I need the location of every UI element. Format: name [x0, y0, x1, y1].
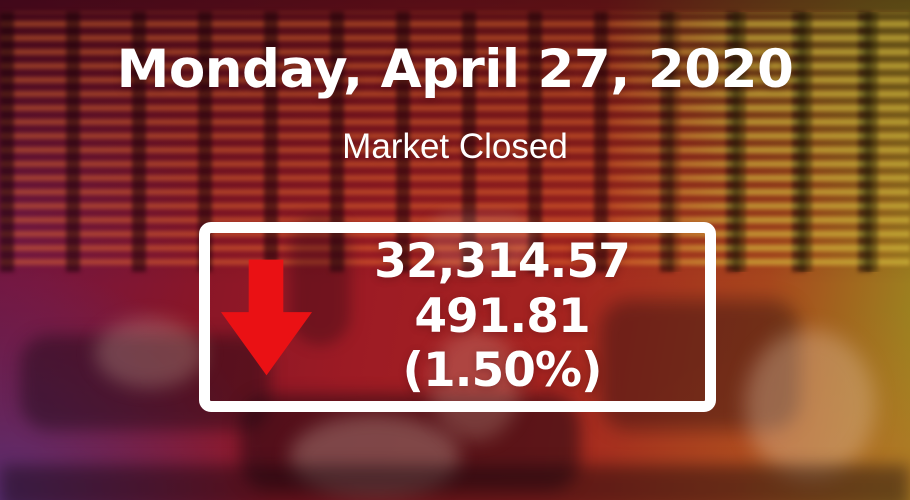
index-value: 32,314.57: [374, 234, 631, 290]
market-status-label: Market Closed: [342, 127, 568, 166]
monitor-shape: [425, 212, 535, 270]
floor-shadow-shape: [0, 465, 910, 500]
person-shape-right: [745, 330, 875, 480]
people-shape-center: [290, 415, 460, 500]
quote-box: 32,314.57 491.81 (1.50%): [199, 222, 716, 412]
index-change: 491.81 (1.50%): [402, 288, 602, 399]
people-shape-left: [95, 318, 205, 388]
down-arrow-icon: [220, 259, 313, 376]
down-arrow-shape: [220, 259, 313, 376]
date-title: Monday, April 27, 2020: [116, 39, 794, 100]
person-shape-mid: [430, 330, 520, 440]
bench-shape-left: [20, 335, 270, 430]
quote-text: 32,314.57 491.81 (1.50%): [313, 235, 691, 399]
